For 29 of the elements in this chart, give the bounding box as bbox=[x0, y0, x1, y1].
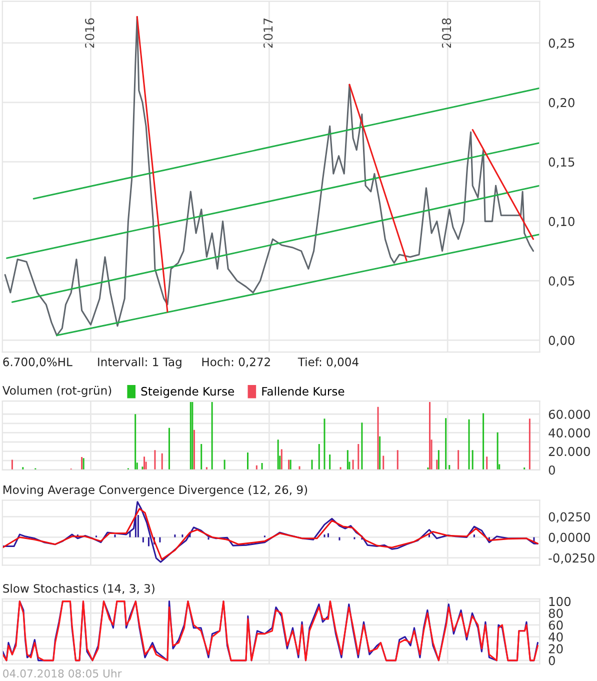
y-tick-label: -0,0250 bbox=[548, 553, 594, 564]
text: Tief: 0,004 bbox=[298, 357, 358, 368]
y-tick-label: 0,0250 bbox=[548, 512, 590, 523]
chart-title: Volumen (rot-grün) bbox=[2, 386, 112, 397]
y-tick-label: 60 bbox=[548, 620, 563, 630]
y-tick-label: 0,25 bbox=[548, 38, 574, 50]
y-tick-label: 80 bbox=[548, 608, 563, 618]
y-tick-label: 0 bbox=[548, 465, 555, 475]
y-tick-label: 0,15 bbox=[548, 157, 574, 168]
y-tick-label: 20 bbox=[548, 644, 563, 654]
chart-title: Slow Stochastics (14, 3, 3) bbox=[3, 584, 154, 594]
text: Intervall: 1 Tag bbox=[98, 357, 182, 368]
legend-label: Steigende Kurse bbox=[141, 386, 234, 398]
legend-label: Fallende Kurse bbox=[262, 386, 344, 396]
y-tick-label: 0,00 bbox=[548, 336, 574, 346]
text: 04.07.2018 08:05 Uhr bbox=[3, 669, 122, 678]
text: Hoch: 0,272 bbox=[202, 357, 270, 368]
y-tick-label: 0,05 bbox=[548, 276, 574, 287]
text: 6.700,0%HL bbox=[3, 358, 72, 368]
y-tick-label: 0 bbox=[548, 656, 555, 666]
y-tick-label: 40 bbox=[548, 632, 563, 642]
y-tick-label: 100 bbox=[549, 596, 571, 606]
chart-title: Moving Average Convergence Divergence (12, 26, 9) bbox=[4, 485, 308, 496]
y-tick-label: 20.000 bbox=[548, 446, 590, 456]
y-tick-label: 40.000 bbox=[548, 428, 590, 438]
y-tick-label: 0,0000 bbox=[548, 532, 590, 544]
y-tick-label: 0,20 bbox=[548, 98, 574, 108]
y-tick-label: 60.000 bbox=[548, 410, 590, 419]
y-tick-label: 0,10 bbox=[548, 216, 574, 228]
